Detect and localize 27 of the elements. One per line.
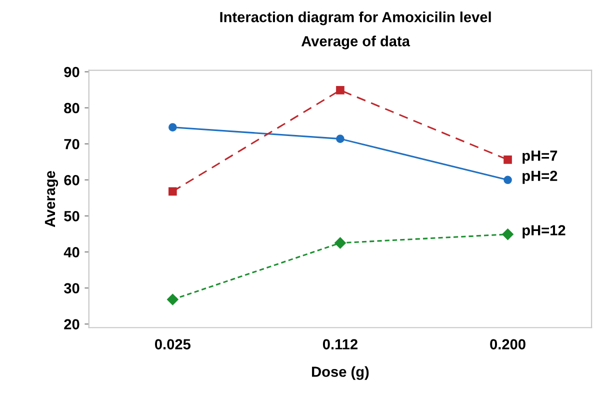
point	[504, 176, 512, 184]
y-tick-label: 70	[64, 138, 80, 150]
point	[167, 294, 178, 306]
y-tick-label: 60	[64, 174, 80, 186]
point	[504, 156, 512, 164]
y-tick-label: 40	[64, 247, 80, 258]
series-label: pH=12	[522, 225, 566, 238]
point	[168, 187, 177, 196]
series-label: pH=7	[522, 150, 558, 164]
x-axis-title: Dose (g)	[312, 366, 369, 380]
chart-subtitle: Average of data	[301, 36, 410, 50]
point	[334, 237, 346, 249]
point	[336, 134, 344, 143]
point	[336, 86, 344, 94]
y-tick-label: 90	[64, 66, 80, 78]
y-tick-label: 20	[64, 319, 80, 330]
y-axis-title: Average	[44, 170, 58, 228]
x-tick-label: 0.200	[490, 339, 526, 350]
series-label: pH=2	[522, 170, 558, 184]
x-tick-label: 0.112	[322, 339, 358, 350]
point	[168, 123, 177, 132]
y-tick-label: 30	[64, 283, 80, 294]
point	[502, 228, 514, 240]
chart-title: Interaction diagram for Amoxicilin level	[220, 12, 491, 26]
y-tick-label: 50	[64, 211, 80, 222]
y-tick-label: 80	[64, 102, 80, 114]
x-tick-label: 0.025	[154, 339, 191, 350]
